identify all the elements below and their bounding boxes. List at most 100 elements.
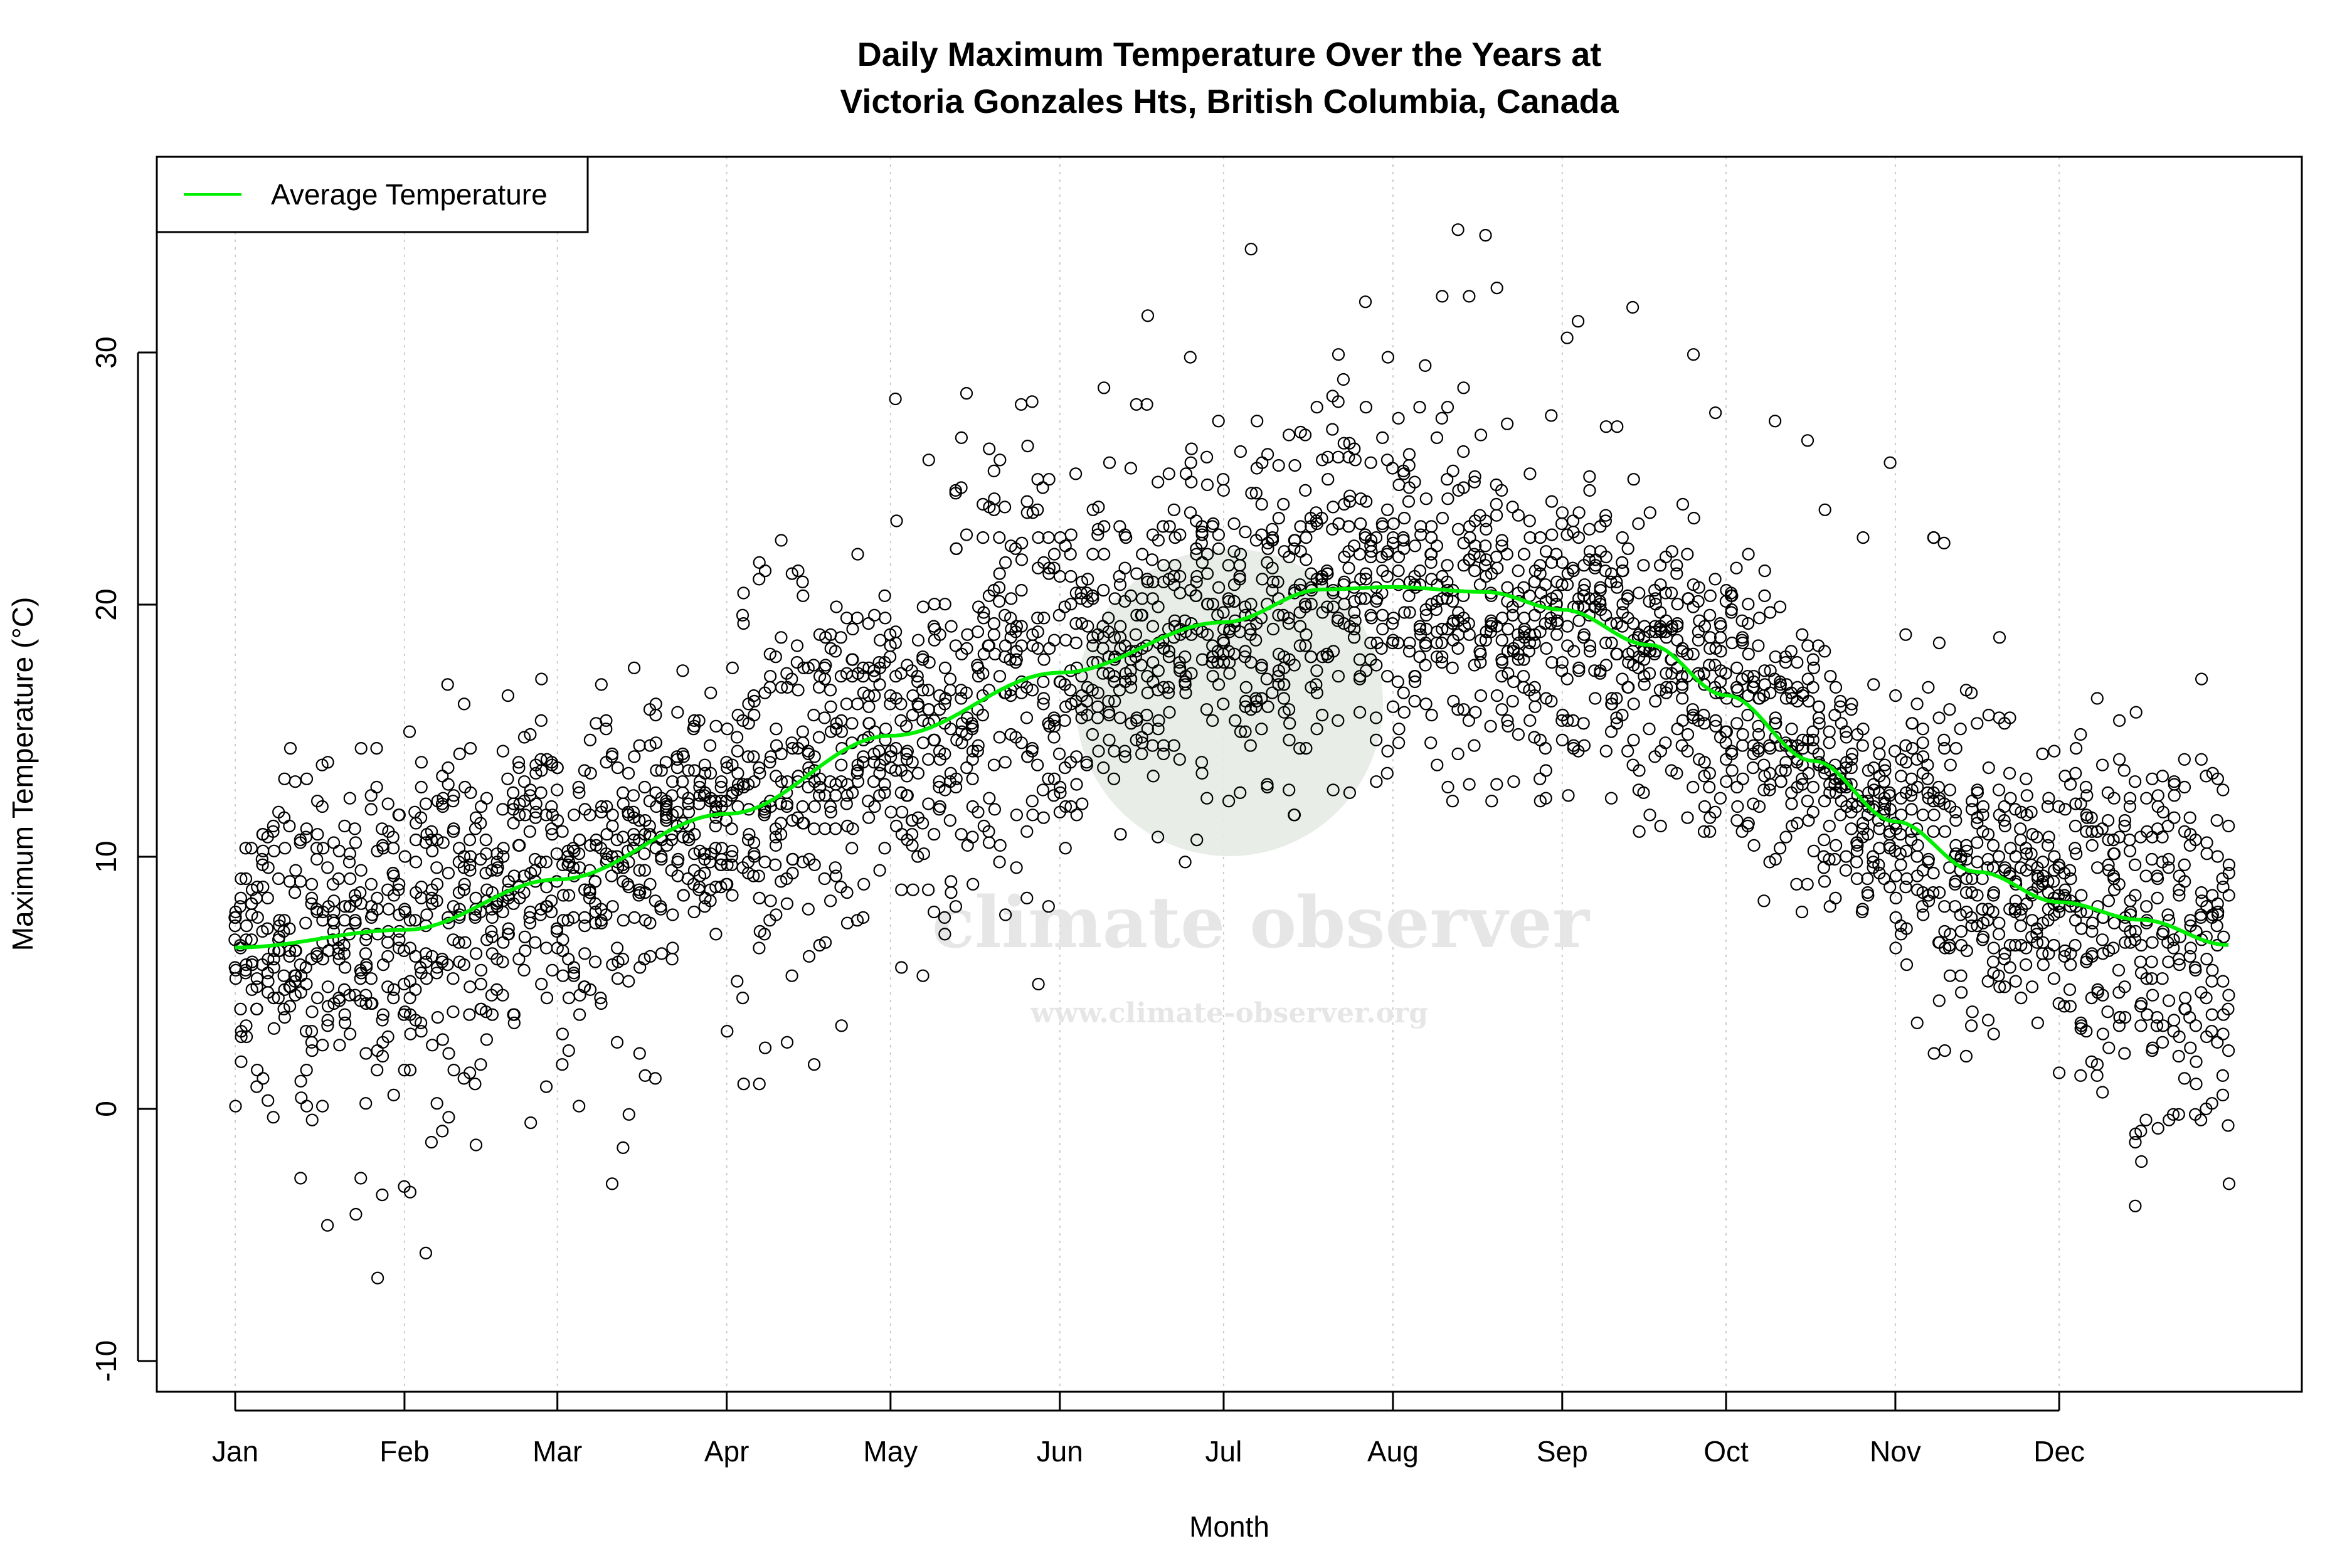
data-point <box>1473 578 1486 591</box>
data-point <box>1469 539 1482 553</box>
data-point <box>2064 872 2077 886</box>
data-point <box>1484 719 1497 733</box>
data-point <box>278 842 292 855</box>
data-point <box>245 842 258 855</box>
data-point <box>539 808 553 822</box>
data-point <box>1107 772 1121 785</box>
data-point <box>993 531 1006 544</box>
data-point <box>1577 589 1591 603</box>
data-point <box>1430 539 1443 553</box>
data-point <box>1283 717 1296 730</box>
data-point <box>949 900 963 913</box>
data-point <box>1960 844 1973 857</box>
data-point <box>1709 714 1722 728</box>
data-point <box>763 756 776 769</box>
data-point <box>2118 1047 2131 1060</box>
data-point <box>430 894 443 908</box>
data-point <box>730 731 744 744</box>
data-point <box>2162 955 2175 968</box>
data-point <box>987 758 1001 771</box>
data-point <box>1300 553 1313 566</box>
data-point <box>2205 975 2218 988</box>
data-point <box>1152 714 1165 728</box>
data-point <box>1054 786 1067 800</box>
data-point <box>1047 561 1061 575</box>
data-point <box>1621 542 1634 555</box>
data-point <box>878 786 891 800</box>
data-point <box>1604 792 1618 805</box>
data-point <box>1550 628 1564 641</box>
data-point <box>364 803 378 816</box>
data-point <box>911 850 924 863</box>
data-point <box>1818 833 1831 847</box>
data-point <box>1419 608 1433 622</box>
data-point <box>868 608 881 622</box>
data-point <box>1490 509 1503 522</box>
data-point <box>1408 475 1421 489</box>
data-point <box>376 1008 390 1021</box>
data-point <box>1369 711 1383 724</box>
data-point <box>2222 858 2235 872</box>
data-point <box>1982 708 1995 722</box>
data-point <box>381 797 395 810</box>
data-point <box>447 795 460 808</box>
data-point <box>1272 458 1285 472</box>
data-point <box>2129 775 2142 788</box>
data-point <box>1981 1014 1995 1027</box>
data-point <box>1092 501 1105 514</box>
data-point <box>1298 428 1312 442</box>
data-point <box>901 789 914 802</box>
data-point <box>1998 813 2011 827</box>
data-point <box>622 1108 635 1121</box>
data-point <box>1828 852 1841 866</box>
data-point <box>436 800 450 813</box>
data-point <box>387 983 401 997</box>
data-point <box>2217 881 2230 894</box>
data-point <box>976 708 990 722</box>
data-point <box>1774 600 1787 613</box>
data-point <box>1321 567 1334 580</box>
data-point <box>1332 670 1345 683</box>
data-point <box>1359 401 1372 414</box>
data-point <box>1321 600 1334 613</box>
data-point <box>1927 825 1940 838</box>
data-point <box>1391 675 1404 689</box>
data-point <box>1523 514 1536 527</box>
data-point <box>1850 844 1863 857</box>
data-point <box>977 612 990 625</box>
data-point <box>622 766 635 780</box>
data-point <box>2015 991 2028 1005</box>
data-point <box>1327 783 1340 797</box>
data-point <box>1643 808 1656 822</box>
data-point <box>2162 861 2175 874</box>
data-point <box>753 941 766 955</box>
data-point <box>1217 655 1231 669</box>
data-point <box>1889 941 1902 955</box>
data-point <box>1937 797 1951 810</box>
data-point <box>792 564 805 578</box>
data-point <box>1353 706 1367 719</box>
data-point <box>1217 473 1230 486</box>
data-point <box>523 825 536 838</box>
data-point <box>1790 877 1803 891</box>
data-point <box>485 911 499 924</box>
data-point <box>899 719 913 733</box>
data-point <box>1059 842 1072 855</box>
data-point <box>1244 243 1258 256</box>
data-point <box>1742 548 1755 561</box>
data-point <box>240 1019 253 1032</box>
data-point <box>441 678 454 691</box>
data-point <box>1763 856 1776 869</box>
data-point <box>1124 462 1138 475</box>
data-point <box>1010 861 1023 874</box>
data-point <box>960 686 973 699</box>
data-point <box>289 864 302 877</box>
data-point <box>1824 670 1837 683</box>
data-point <box>327 836 341 849</box>
data-point <box>2124 792 2137 805</box>
data-point <box>1998 819 2011 833</box>
data-point <box>999 608 1012 622</box>
data-point <box>2129 858 2142 872</box>
data-point <box>1560 331 1574 344</box>
data-point <box>824 700 837 713</box>
